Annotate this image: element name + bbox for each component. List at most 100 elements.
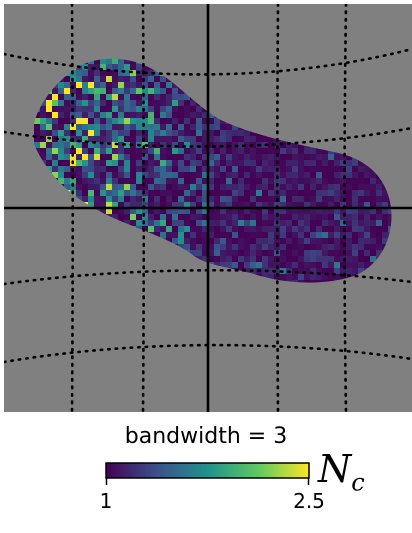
heatmap-cell [148, 196, 154, 202]
heatmap-cell [142, 214, 148, 220]
heatmap-cell [202, 214, 208, 220]
heatmap-cell [82, 196, 88, 202]
heatmap-cell [148, 208, 154, 214]
heatmap-cell [292, 274, 298, 280]
heatmap-cell [142, 184, 148, 190]
heatmap-cell [94, 88, 100, 94]
heatmap-cell [190, 226, 196, 232]
heatmap-cell [154, 166, 160, 172]
heatmap-cell [106, 94, 112, 100]
heatmap-cell [58, 100, 64, 106]
heatmap-cell [244, 250, 250, 256]
heatmap-cell [352, 208, 358, 214]
heatmap-cell [286, 280, 292, 283]
heatmap-cell [130, 184, 136, 190]
heatmap-cell [286, 244, 292, 250]
heatmap-cell [208, 250, 214, 256]
heatmap-cell [94, 82, 100, 88]
heatmap-cell [136, 160, 142, 166]
heatmap-cell [52, 130, 58, 136]
heatmap-cell [106, 178, 112, 184]
heatmap-cell [178, 184, 184, 190]
heatmap-cell [76, 142, 82, 148]
heatmap-cell [304, 280, 310, 283]
heatmap-cell [286, 250, 292, 256]
heatmap-cell [58, 172, 64, 178]
heatmap-cell [316, 166, 322, 172]
heatmap-cell [208, 178, 214, 184]
heatmap-cell [178, 220, 184, 226]
heatmap-cell [232, 136, 238, 142]
heatmap-cell [160, 208, 166, 214]
heatmap-cell [202, 166, 208, 172]
heatmap-cell [346, 250, 352, 256]
heatmap-cell [148, 94, 154, 100]
heatmap-cell [322, 256, 328, 262]
heatmap-cell [106, 172, 112, 178]
heatmap-cell [112, 76, 118, 82]
heatmap-cell [106, 70, 112, 76]
heatmap-cell [46, 112, 52, 118]
heatmap-cell [130, 76, 136, 82]
heatmap-cell [256, 244, 262, 250]
heatmap-cell [190, 160, 196, 166]
heatmap-cell [370, 244, 376, 250]
heatmap-cell [94, 118, 100, 124]
heatmap-cell [328, 166, 334, 172]
heatmap-cell [148, 106, 154, 112]
heatmap-cell [172, 166, 178, 172]
heatmap-cell [208, 238, 214, 244]
heatmap-cell [136, 214, 142, 220]
heatmap-cell [214, 172, 220, 178]
heatmap-cell [184, 196, 190, 202]
heatmap-cell [196, 106, 202, 112]
heatmap-cell [274, 172, 280, 178]
heatmap-cell [184, 136, 190, 142]
heatmap-cell [64, 112, 70, 118]
heatmap-cell [154, 88, 160, 94]
heatmap-cell [148, 214, 154, 220]
heatmap-cell [220, 166, 226, 172]
heatmap-cell [226, 250, 232, 256]
heatmap-cell [190, 214, 196, 220]
heatmap-cell [40, 112, 46, 118]
heatmap-cell [76, 70, 82, 76]
heatmap-cell [190, 190, 196, 196]
heatmap-cell [88, 196, 94, 202]
heatmap-cell [280, 262, 286, 268]
heatmap-cell [88, 112, 94, 118]
heatmap-cell [232, 154, 238, 160]
heatmap-cell [358, 232, 364, 238]
heatmap-cell [208, 208, 214, 214]
heatmap-cell [166, 232, 172, 238]
heatmap-cell [118, 124, 124, 130]
heatmap-cell [382, 196, 388, 202]
heatmap-cell [334, 238, 340, 244]
heatmap-cell [244, 262, 250, 268]
heatmap-cell [340, 232, 346, 238]
heatmap-cell [364, 208, 370, 214]
heatmap-cell [94, 70, 100, 76]
heatmap-cell [220, 226, 226, 232]
heatmap-cell [262, 250, 268, 256]
heatmap-cell [382, 208, 388, 214]
heatmap-cell [262, 220, 268, 226]
heatmap-cell [238, 172, 244, 178]
heatmap-cell [70, 88, 76, 94]
heatmap-cell [40, 130, 46, 136]
heatmap-cell [130, 202, 136, 208]
heatmap-cell [184, 118, 190, 124]
heatmap-cell [370, 196, 376, 202]
heatmap-cell [238, 226, 244, 232]
heatmap-cell [136, 136, 142, 142]
heatmap-cell [280, 244, 286, 250]
heatmap-cell [172, 142, 178, 148]
heatmap-cell [118, 58, 124, 64]
heatmap-cell [172, 232, 178, 238]
heatmap-cell [64, 100, 70, 106]
heatmap-cell [208, 220, 214, 226]
heatmap-cell [244, 190, 250, 196]
heatmap-cell [100, 64, 106, 70]
heatmap-cell [370, 202, 376, 208]
heatmap-cell [304, 220, 310, 226]
